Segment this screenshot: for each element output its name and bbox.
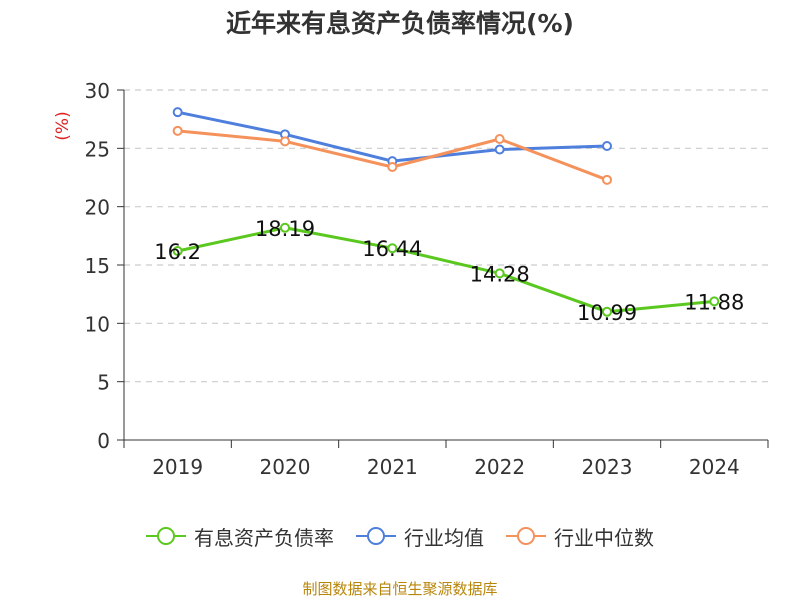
line-chart: 0 5 10 15 20 25 30 2019 2020 2021 2022 2023 2024 (%) 1… [53, 79, 769, 479]
data-point-0 [280, 222, 290, 233]
legend-marker-industry-mean-icon [356, 527, 396, 545]
data-point-0 [494, 268, 505, 279]
data-point-1 [494, 144, 505, 155]
data-point-0 [602, 306, 612, 317]
legend-label-debt-ratio: 有息资产负债率 [194, 525, 334, 550]
legend-label-industry-mean: 行业均值 [404, 525, 484, 550]
legend-marker-industry-median-icon [506, 527, 546, 545]
data-point-2 [387, 162, 398, 172]
source-note: 制图数据来自恒生聚源数据库 [302, 580, 498, 598]
data-point-0 [172, 246, 183, 256]
data-label: 16.2 [154, 240, 201, 264]
legend-item-industry-median[interactable]: 行业中位数 [506, 522, 654, 551]
x-tick-label: 2019 [152, 455, 203, 479]
data-label: 14.28 [470, 262, 530, 286]
data-point-1 [172, 107, 183, 118]
data-label: 18.19 [255, 217, 315, 241]
x-tick-label: 2021 [367, 455, 418, 479]
data-label: 10.99 [577, 301, 637, 325]
y-axis-unit-label: (%) [53, 111, 73, 140]
x-tick-label: 2023 [582, 455, 633, 479]
legend-item-debt-ratio[interactable]: 有息资产负债率 [146, 522, 334, 551]
y-tick-label: 10 [85, 312, 110, 336]
data-point-0 [387, 243, 398, 254]
legend-item-industry-mean[interactable]: 行业均值 [356, 522, 484, 551]
legend-marker-debt-ratio-icon [146, 527, 186, 545]
data-point-0 [709, 296, 720, 307]
data-point-2 [494, 134, 505, 144]
y-tick-label: 20 [85, 196, 110, 220]
data-label: 11.88 [684, 290, 744, 314]
y-tick-label: 5 [97, 371, 110, 395]
legend-label-industry-median: 行业中位数 [554, 525, 654, 550]
data-point-2 [172, 125, 183, 136]
series-line-0 [177, 226, 715, 314]
x-tick-label: 2022 [474, 455, 525, 479]
chart-title: 近年来有息资产负债率情况(%) [226, 9, 574, 38]
data-point-2 [280, 136, 290, 147]
x-tick-label: 2020 [260, 455, 311, 479]
legend: 有息资产负债率 行业均值 行业中位数 [0, 518, 800, 554]
data-point-1 [602, 141, 612, 151]
data-point-2 [602, 174, 612, 185]
y-tick-label: 0 [97, 429, 110, 453]
x-tick-label: 2024 [689, 455, 740, 479]
data-label: 16.44 [362, 237, 422, 261]
y-tick-label: 30 [85, 79, 110, 103]
series-line-2 [177, 129, 608, 182]
y-tick-label: 25 [85, 137, 110, 161]
y-tick-label: 15 [85, 254, 110, 278]
